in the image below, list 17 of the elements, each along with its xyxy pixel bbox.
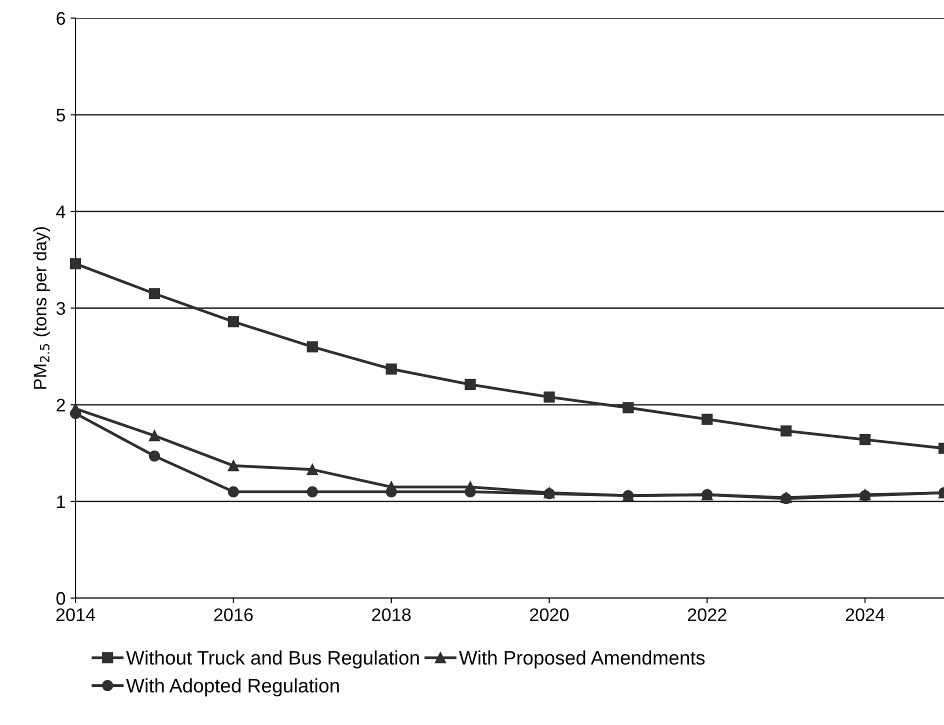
x-tick-label: 2024 <box>846 608 885 622</box>
x-tick-label: 2022 <box>688 608 726 622</box>
y-tick-label: 1 <box>57 496 65 508</box>
legend-label: With Adopted Regulation <box>126 678 339 696</box>
y-tick-label: 3 <box>56 302 66 315</box>
y-tick-label: 5 <box>56 108 66 122</box>
y-tick-label: 6 <box>56 12 66 25</box>
x-tick-label: 2016 <box>214 608 253 622</box>
x-tick-label: 2020 <box>530 608 569 622</box>
legend-label: With Proposed Amendments <box>459 650 705 669</box>
x-tick-label: 2014 <box>56 608 96 622</box>
y-axis-title: PM$_{2.5}$ (tons per day) <box>33 227 50 389</box>
y-tick-label: 4 <box>56 206 66 218</box>
y-tick-label: 2 <box>56 398 65 412</box>
x-tick-label: 2018 <box>372 608 411 622</box>
legend-label: Without Truck and Bus Regulation <box>126 650 419 669</box>
y-tick-label: 0 <box>56 592 66 605</box>
